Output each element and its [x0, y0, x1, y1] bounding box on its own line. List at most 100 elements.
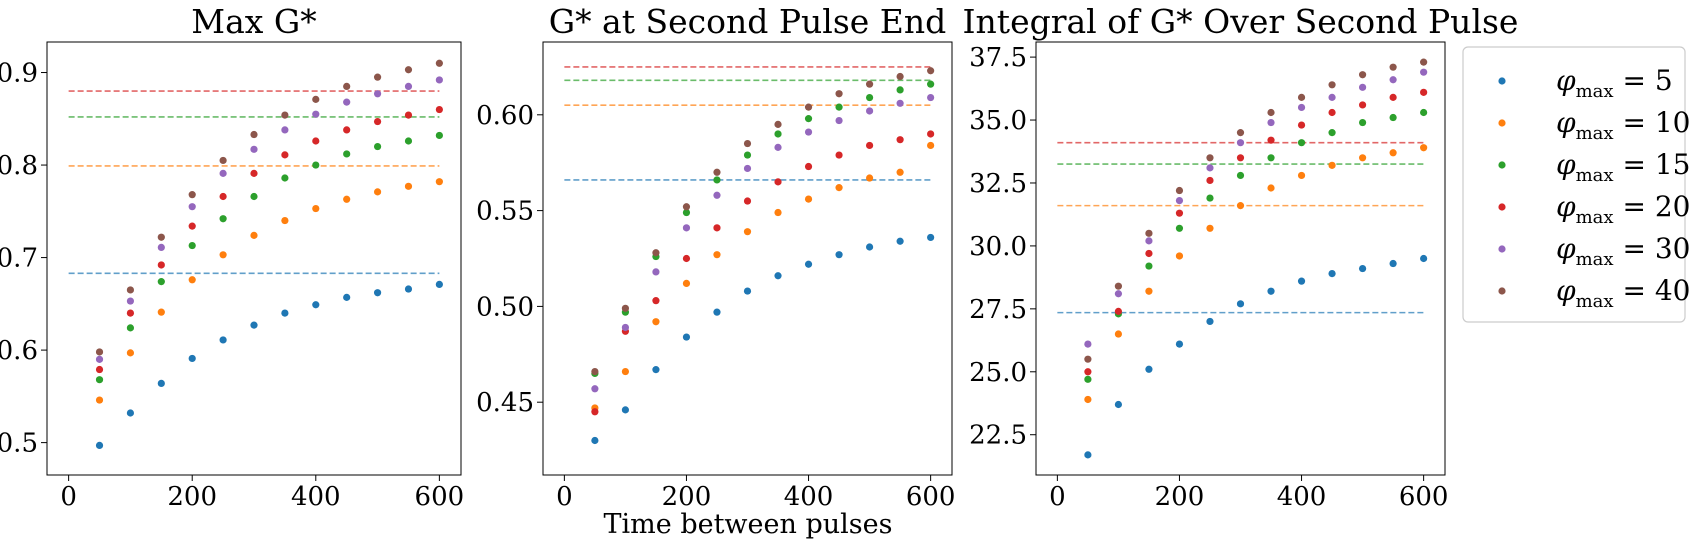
data-point-max-10 — [743, 228, 752, 236]
data-point-max-10 — [1420, 144, 1428, 152]
data-point-max-30 — [312, 110, 320, 118]
data-point-max-5 — [1297, 277, 1306, 285]
data-point-max-10 — [1236, 202, 1245, 210]
legend-frame — [1462, 46, 1686, 323]
data-point-max-20 — [1389, 93, 1397, 101]
data-point-max-40 — [250, 130, 258, 139]
data-point-max-40 — [1145, 229, 1153, 237]
data-point-max-5 — [804, 260, 813, 268]
data-point-max-15 — [188, 241, 196, 250]
data-point-max-20 — [1358, 101, 1367, 109]
x-tick-label: 400 — [291, 482, 341, 512]
data-point-max-10 — [652, 318, 660, 326]
data-point-max-40 — [682, 203, 691, 211]
data-point-max-15 — [95, 376, 104, 384]
data-point-max-10 — [157, 308, 165, 316]
data-point-max-10 — [682, 279, 691, 288]
x-tick-label: 600 — [906, 482, 956, 512]
data-point-max-30 — [743, 164, 752, 173]
data-point-max-15 — [682, 208, 691, 217]
data-point-max-15 — [126, 324, 135, 332]
legend-entry: φmax = 15 — [1498, 148, 1690, 186]
data-point-max-5 — [1389, 259, 1397, 268]
data-point-max-5 — [250, 321, 258, 329]
data-point-max-30 — [1175, 196, 1184, 205]
data-point-max-40 — [621, 304, 630, 312]
data-point-max-20 — [126, 309, 135, 317]
data-point-max-30 — [1328, 93, 1336, 101]
x-tick-label: 200 — [662, 482, 712, 512]
data-point-max-20 — [927, 130, 935, 138]
legend-value: = 10 — [1614, 106, 1691, 139]
data-point-max-5 — [1358, 264, 1367, 273]
legend-value: = 20 — [1614, 190, 1691, 223]
data-point-max-30 — [1389, 76, 1397, 84]
data-point-max-15 — [896, 86, 904, 94]
data-point-max-40 — [804, 103, 813, 111]
data-point-max-30 — [835, 116, 843, 125]
data-point-max-30 — [896, 99, 904, 107]
data-point-max-5 — [219, 336, 227, 344]
data-point-max-5 — [1267, 287, 1275, 295]
data-point-max-30 — [250, 145, 258, 153]
data-point-max-20 — [404, 111, 413, 119]
legend-label: φmax = 15 — [1556, 148, 1690, 186]
data-point-max-20 — [250, 169, 258, 177]
y-tick-label: 0.50 — [476, 292, 534, 322]
x-tick-label: 400 — [1277, 482, 1327, 512]
data-point-max-30 — [126, 297, 135, 305]
data-point-max-10 — [126, 349, 135, 357]
data-point-max-10 — [1175, 252, 1184, 260]
x-tick-label: 200 — [1155, 482, 1205, 512]
data-point-max-40 — [312, 95, 320, 103]
data-point-max-5 — [435, 280, 443, 289]
data-point-max-20 — [188, 222, 196, 230]
subplot-3: Integral of G* Over Second Pulse 0 200 400 6… — [963, 2, 1519, 512]
subplot-1: Max G* 0 200 400 600 0.5 0.6 0.7 0.8 0.9 — [0, 2, 464, 512]
data-point-max-5 — [95, 441, 104, 449]
data-point-max-15 — [157, 278, 165, 286]
data-point-max-20 — [713, 224, 721, 232]
data-point-max-5 — [1236, 300, 1245, 308]
x-tick-label: 600 — [1399, 482, 1449, 512]
legend-entry: φmax = 30 — [1498, 232, 1690, 270]
legend-label: φmax = 20 — [1556, 190, 1690, 228]
data-point-max-5 — [927, 233, 935, 242]
data-point-max-40 — [404, 66, 413, 74]
legend-subscript: max — [1576, 291, 1614, 312]
data-point-max-10 — [435, 178, 443, 186]
data-point-max-30 — [804, 128, 813, 136]
data-point-max-5 — [1328, 270, 1336, 278]
legend-marker — [1498, 203, 1506, 211]
data-point-max-40 — [1420, 58, 1428, 66]
data-point-max-20 — [435, 105, 443, 114]
data-point-max-30 — [1267, 118, 1275, 127]
data-point-max-40 — [743, 139, 752, 148]
legend-marker — [1498, 287, 1506, 295]
legend-symbol: φ — [1556, 148, 1576, 181]
data-point-max-30 — [774, 143, 782, 151]
data-point-max-20 — [281, 151, 289, 159]
data-point-max-5 — [865, 243, 874, 251]
legend-value: = 40 — [1614, 274, 1691, 307]
data-point-max-15 — [404, 137, 413, 145]
data-point-max-20 — [682, 254, 691, 263]
data-point-max-40 — [896, 72, 904, 81]
data-point-max-15 — [281, 174, 289, 182]
data-point-max-10 — [281, 216, 289, 225]
legend-label: φmax = 30 — [1556, 232, 1690, 270]
data-point-max-20 — [219, 192, 227, 201]
legend-label: φmax = 40 — [1556, 274, 1690, 312]
data-point-max-10 — [312, 204, 320, 213]
data-point-max-15 — [865, 93, 874, 102]
data-point-max-15 — [1145, 262, 1153, 270]
legend-symbol: φ — [1556, 232, 1576, 265]
x-tick-label: 0 — [556, 482, 573, 512]
data-point-max-40 — [281, 111, 289, 119]
data-point-max-30 — [591, 385, 599, 393]
data-point-max-30 — [927, 93, 935, 102]
data-point-max-20 — [1420, 88, 1428, 96]
